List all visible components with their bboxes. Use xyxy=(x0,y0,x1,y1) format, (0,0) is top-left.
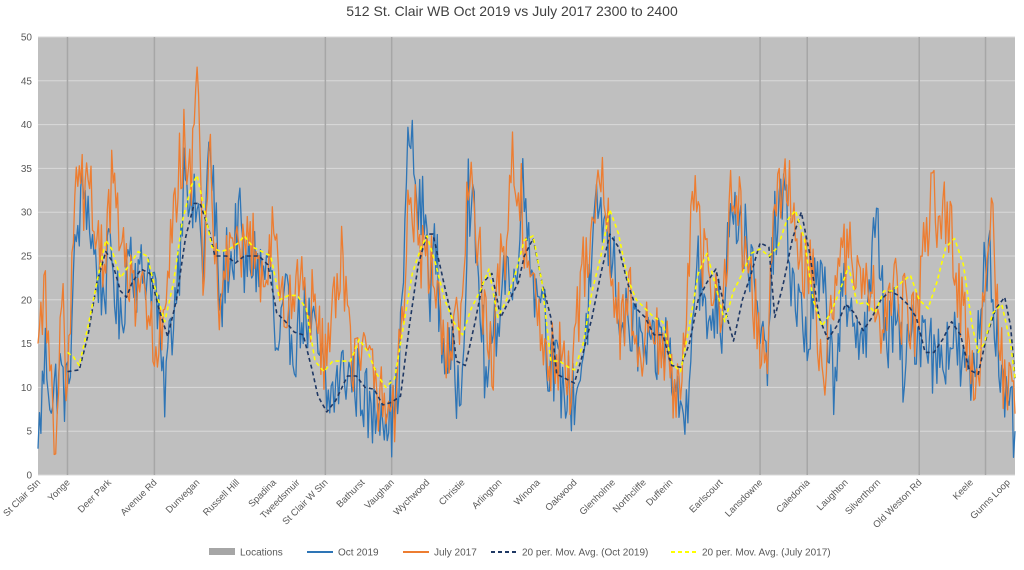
x-tick-label: Dufferin xyxy=(644,477,675,508)
legend-item-jul-avg: 20 per. Mov. Avg. (July 2017) xyxy=(671,548,831,559)
legend-item-jul: July 2017 xyxy=(403,548,477,559)
x-tick-label: Northcliffe xyxy=(611,477,649,515)
legend-swatch xyxy=(209,548,235,555)
x-tick-label: Earlscourt xyxy=(687,477,725,515)
x-tick-label: Dunvegan xyxy=(164,477,202,515)
y-tick-label: 40 xyxy=(21,120,33,131)
series-line-jul-avg xyxy=(67,174,1016,389)
x-tick-label: Silverthorn xyxy=(843,477,883,517)
x-tick-label: Bathurst xyxy=(335,477,368,510)
y-tick-label: 0 xyxy=(26,471,32,482)
y-tick-label: 25 xyxy=(21,252,33,263)
legend-label: Oct 2019 xyxy=(338,548,379,559)
x-axis-ticks: St Clair Stn Yonge Deer Park Avenue Rd Dunve… xyxy=(1,477,1012,531)
legend: Locations Oct 2019 July 2017 20 per. Mov. A… xyxy=(209,548,831,559)
legend-label: 20 per. Mov. Avg. (Oct 2019) xyxy=(522,548,648,559)
x-tick-label: Oakwood xyxy=(543,477,579,513)
y-tick-label: 5 xyxy=(26,427,32,438)
x-tick-label: Russell Hill xyxy=(201,477,242,518)
x-tick-label: St Clair Stn xyxy=(1,477,43,519)
x-tick-label: Winona xyxy=(512,477,543,508)
chart-title: 512 St. Clair WB Oct 2019 vs July 2017 2… xyxy=(346,3,678,19)
y-tick-label: 15 xyxy=(21,339,33,350)
x-tick-label: Christie xyxy=(437,477,468,508)
series-line-oct xyxy=(37,119,1016,459)
x-tick-label: Wychwood xyxy=(392,477,433,518)
y-tick-label: 45 xyxy=(21,76,33,87)
series-lines xyxy=(37,66,1016,459)
x-tick-label: Gunns Loop xyxy=(968,477,1012,521)
x-tick-label: Yonge xyxy=(46,477,73,504)
x-tick-label: Arlington xyxy=(470,477,504,511)
y-tick-label: 30 xyxy=(21,208,33,219)
x-tick-label: Vaughan xyxy=(363,477,397,511)
x-tick-label: Caledonia xyxy=(774,477,813,516)
y-axis-ticks: 0 5 10 15 20 25 30 35 40 45 50 xyxy=(21,33,33,482)
series-line-oct-avg xyxy=(67,202,1016,413)
x-tick-label: Lansdowne xyxy=(723,477,765,519)
legend-item-locations: Locations xyxy=(209,548,283,559)
legend-item-oct-avg: 20 per. Mov. Avg. (Oct 2019) xyxy=(491,548,648,559)
x-tick-label: Avenue Rd xyxy=(119,477,160,518)
series-line-jul xyxy=(37,66,1016,456)
x-tick-label: Keele xyxy=(951,477,976,502)
legend-label: July 2017 xyxy=(434,548,477,559)
y-tick-label: 50 xyxy=(21,33,33,44)
legend-label: Locations xyxy=(240,548,283,559)
x-tick-label: Deer Park xyxy=(76,477,114,515)
y-tick-label: 20 xyxy=(21,295,33,306)
legend-item-oct: Oct 2019 xyxy=(307,548,379,559)
y-tick-label: 10 xyxy=(21,383,33,394)
y-tick-label: 35 xyxy=(21,164,33,175)
x-tick-label: Glenholme xyxy=(578,477,618,517)
legend-label: 20 per. Mov. Avg. (July 2017) xyxy=(702,548,831,559)
